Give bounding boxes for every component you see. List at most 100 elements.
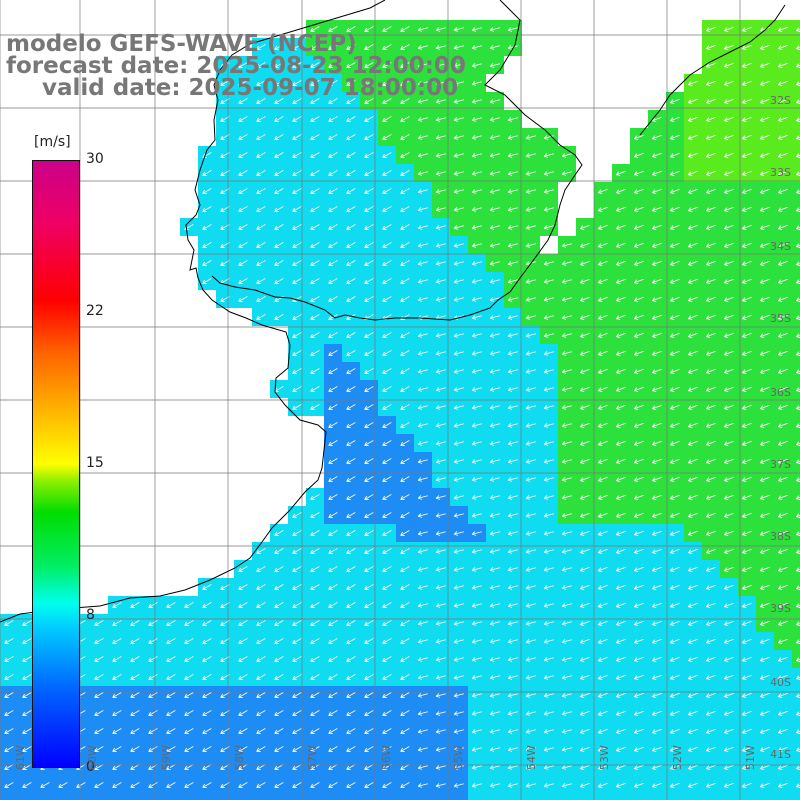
lon-label: 60W xyxy=(86,745,99,770)
lat-label: 32S xyxy=(770,94,791,107)
wind-cell xyxy=(792,38,800,56)
wind-cell xyxy=(792,74,800,92)
lon-label: 54W xyxy=(525,745,538,770)
wind-cell xyxy=(792,740,800,758)
wind-cell xyxy=(792,290,800,308)
wind-cell xyxy=(144,794,162,800)
wind-cell xyxy=(486,794,504,800)
wind-cell xyxy=(774,794,792,800)
wind-cell xyxy=(630,794,648,800)
wind-cell xyxy=(792,650,800,668)
wind-cell xyxy=(792,164,800,182)
wind-cell xyxy=(792,218,800,236)
colorbar-tick-15: 15 xyxy=(86,455,104,471)
wind-cell xyxy=(792,110,800,128)
wind-cell xyxy=(180,794,198,800)
wind-cell xyxy=(792,794,800,800)
lon-label: 53W xyxy=(598,745,611,770)
wind-cell xyxy=(792,344,800,362)
wind-cell xyxy=(792,128,800,146)
wind-cell xyxy=(54,794,72,800)
wind-cell xyxy=(792,56,800,74)
wind-cell xyxy=(792,326,800,344)
wind-cell xyxy=(792,20,800,38)
wind-cell xyxy=(522,794,540,800)
lat-label: 33S xyxy=(770,166,791,179)
wind-cell xyxy=(792,506,800,524)
lat-label: 40S xyxy=(770,676,791,689)
wind-cell xyxy=(198,794,216,800)
wind-cell xyxy=(792,254,800,272)
wind-cell xyxy=(792,92,800,110)
wind-cell xyxy=(720,794,738,800)
wind-cell xyxy=(792,776,800,794)
wind-cell xyxy=(684,794,702,800)
wind-cell xyxy=(324,794,342,800)
wind-cell xyxy=(162,794,180,800)
wind-cell xyxy=(108,794,126,800)
wind-cell xyxy=(792,434,800,452)
lat-label: 37S xyxy=(770,458,791,471)
wind-cell xyxy=(792,488,800,506)
wind-cell xyxy=(306,794,324,800)
wind-cell xyxy=(468,794,486,800)
wind-cell xyxy=(36,794,54,800)
wind-cell xyxy=(792,542,800,560)
lat-label: 35S xyxy=(770,312,791,325)
lon-label: 57W xyxy=(306,745,319,770)
wind-cell xyxy=(792,380,800,398)
wind-cell xyxy=(234,794,252,800)
wind-cell xyxy=(414,794,432,800)
lon-label: 52W xyxy=(671,745,684,770)
wind-cell xyxy=(792,758,800,776)
wind-cell xyxy=(792,200,800,218)
wind-cell xyxy=(432,794,450,800)
wind-cell xyxy=(792,182,800,200)
colorbar-tick-30: 30 xyxy=(86,151,104,167)
wind-cell xyxy=(792,722,800,740)
colorbar-tick-8: 8 xyxy=(86,607,95,623)
lon-label: 58W xyxy=(233,745,246,770)
wind-cell xyxy=(270,794,288,800)
wind-cell xyxy=(792,704,800,722)
wind-cell xyxy=(288,794,306,800)
wind-cell xyxy=(792,398,800,416)
lat-label: 34S xyxy=(770,240,791,253)
wind-cell xyxy=(216,794,234,800)
wind-cell xyxy=(126,794,144,800)
wind-cell xyxy=(648,794,666,800)
wind-cell xyxy=(792,272,800,290)
wind-cell xyxy=(612,794,630,800)
wind-cell xyxy=(18,794,36,800)
wind-cell xyxy=(792,470,800,488)
wind-cell xyxy=(558,794,576,800)
wind-cell xyxy=(792,632,800,650)
wind-cell xyxy=(792,146,800,164)
lon-label: 55W xyxy=(452,745,465,770)
wind-cell xyxy=(666,794,684,800)
colorbar-tick-22: 22 xyxy=(86,303,104,319)
wind-cell xyxy=(756,794,774,800)
wind-cell xyxy=(504,794,522,800)
wind-cell xyxy=(792,416,800,434)
wind-cell xyxy=(792,524,800,542)
wind-cell xyxy=(576,794,594,800)
wind-cell xyxy=(594,794,612,800)
colorbar xyxy=(32,160,80,768)
wind-cell xyxy=(72,794,90,800)
lat-label: 39S xyxy=(770,602,791,615)
valid-date: valid date: 2025-09-07 18:00:00 xyxy=(42,75,459,101)
wind-speed-cells xyxy=(0,20,800,800)
wind-cell xyxy=(0,794,18,800)
wind-cell xyxy=(792,686,800,704)
lat-label: 41S xyxy=(770,748,791,761)
wind-cell xyxy=(540,794,558,800)
lon-label: 59W xyxy=(160,745,173,770)
wind-cell xyxy=(792,452,800,470)
lat-label: 38S xyxy=(770,530,791,543)
wind-cell xyxy=(450,794,468,800)
wind-cell xyxy=(378,794,396,800)
wind-cell xyxy=(792,668,800,686)
wind-cell xyxy=(342,794,360,800)
